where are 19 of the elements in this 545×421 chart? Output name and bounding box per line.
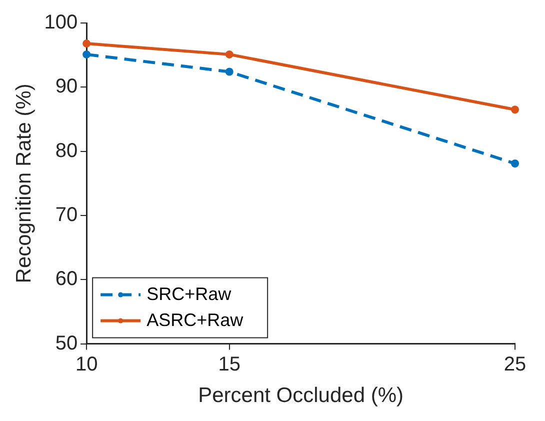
y-axis-title: Recognition Rate (%): [12, 84, 36, 284]
point: [511, 160, 519, 168]
x-axis-title: Percent Occluded (%): [198, 384, 404, 408]
y-tick-label: 60: [55, 268, 78, 290]
x-tick-label: 25: [504, 353, 526, 376]
x-tick-label: 10: [75, 353, 98, 376]
x-tick-label: 15: [218, 353, 241, 376]
legend-label: ASRC+Raw: [146, 310, 244, 330]
point: [82, 40, 91, 48]
legend-label: SRC+Raw: [146, 284, 232, 304]
y-tick-label: 100: [44, 12, 78, 34]
y-tick-label: 70: [55, 204, 78, 226]
point: [225, 50, 234, 58]
point: [511, 106, 519, 114]
y-tick-label: 50: [55, 332, 78, 354]
point: [225, 68, 234, 76]
y-tick-label: 80: [55, 140, 78, 162]
y-tick-label: 90: [55, 76, 78, 98]
point: [82, 50, 91, 58]
